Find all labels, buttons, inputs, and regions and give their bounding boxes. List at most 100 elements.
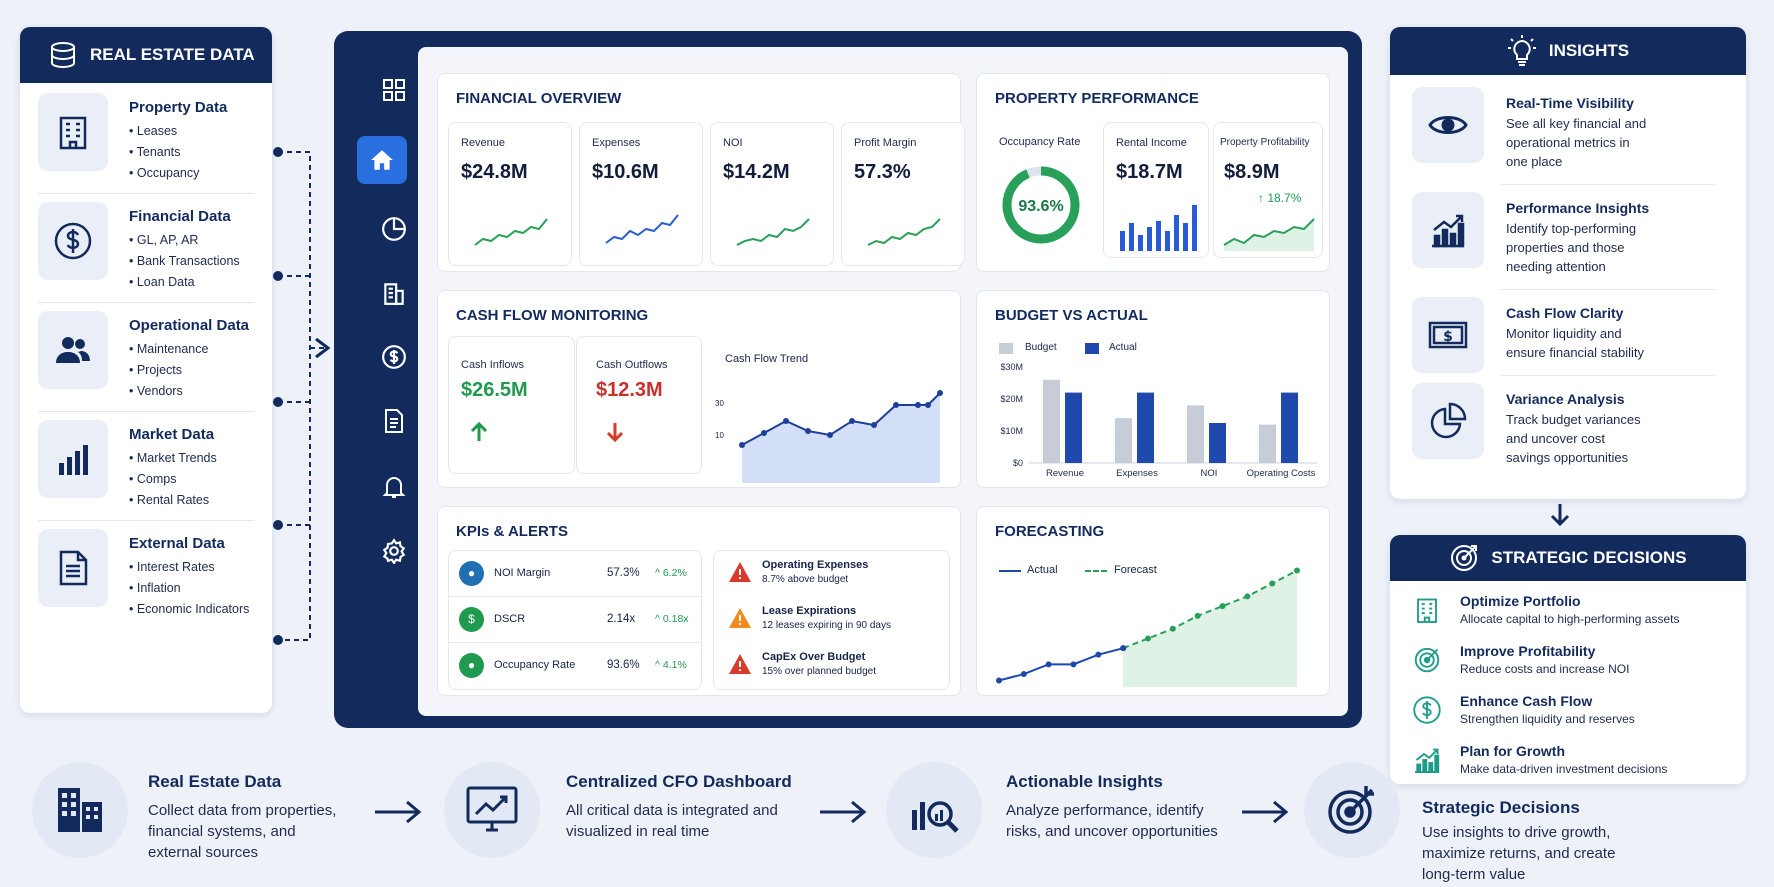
- data-source-group[interactable]: Financial Data • GL, AP, AR • Bank Transac…: [38, 202, 254, 302]
- actual-point: [1020, 671, 1027, 678]
- data-source-group[interactable]: External Data • Interest Rates • Inflation…: [38, 529, 254, 629]
- kpi-label: Revenue: [461, 137, 506, 149]
- group-item: • GL, AP, AR: [129, 233, 199, 247]
- forecast-line: [1122, 569, 1298, 650]
- occupancy-card[interactable]: Occupancy Rate 93.6%: [977, 122, 1092, 268]
- group-title: Financial Data: [129, 208, 231, 225]
- actual-point: [1045, 661, 1052, 668]
- occupancy-value: 93.6%: [1018, 198, 1063, 215]
- kpi-value: 57.3%: [854, 161, 911, 183]
- strategy-title: Improve Profitability: [1460, 643, 1596, 659]
- budget-vs-actual-panel: BUDGET VS ACTUAL Budget Actual $30M $20M $…: [976, 290, 1330, 488]
- panel-title: PROPERTY PERFORMANCE: [995, 90, 1199, 107]
- strategy-desc: Reduce costs and increase NOI: [1460, 662, 1630, 676]
- magnify-chart-icon: [886, 762, 982, 858]
- bell-icon[interactable]: [374, 467, 414, 507]
- divider: [1500, 289, 1715, 290]
- divider: [38, 302, 254, 303]
- panel-title: FORECASTING: [995, 523, 1105, 540]
- grid-icon[interactable]: [374, 70, 414, 110]
- data-source-group[interactable]: Property Data • Leases • Tenants • Occupanc…: [38, 93, 254, 193]
- forecast-point: [1194, 612, 1201, 619]
- profit-value: $8.9M: [1224, 161, 1280, 183]
- home-icon[interactable]: [357, 136, 407, 184]
- flow-desc: external sources: [148, 844, 259, 861]
- insight-title: Performance Insights: [1506, 200, 1650, 216]
- insight-item[interactable]: Performance Insights Identify top-perform…: [1412, 192, 1724, 287]
- data-source-group[interactable]: Operational Data • Maintenance • Projects •…: [38, 311, 254, 411]
- growth-chart-icon: [1412, 192, 1484, 268]
- cash-flow-trend-chart: [739, 390, 943, 483]
- flow-step: Centralized CFO Dashboard All critical da…: [444, 762, 854, 887]
- kpi-row[interactable]: ● NOI Margin 57.3% ^ 6.2%: [449, 551, 701, 597]
- dollar-icon[interactable]: [374, 337, 414, 377]
- document-icon[interactable]: [374, 401, 414, 441]
- rental-income-card[interactable]: Rental Income $18.7M: [1103, 122, 1209, 258]
- forecast-area: [1123, 570, 1297, 687]
- flow-desc: Analyze performance, identify: [1006, 802, 1204, 819]
- real-estate-data-panel: REAL ESTATE DATA Property Data • Leases • …: [20, 27, 272, 713]
- kpi-card[interactable]: Revenue $24.8M: [448, 122, 572, 266]
- kpi-value: $14.2M: [723, 161, 790, 183]
- kpi-row[interactable]: ● Occupancy Rate 93.6% ^ 4.1%: [449, 643, 701, 689]
- insight-item[interactable]: Real-Time Visibility See all key financia…: [1412, 87, 1724, 182]
- rental-bars: [1120, 205, 1197, 251]
- group-item: • Market Trends: [129, 451, 217, 465]
- inflows-value: $26.5M: [461, 379, 528, 401]
- alert-row[interactable]: CapEx Over Budget 15% over planned budge…: [714, 643, 949, 689]
- cash-outflows-card[interactable]: Cash Outflows $12.3M: [576, 336, 702, 474]
- profitability-card[interactable]: Property Profitability $8.9M ↑ 18.7%: [1213, 122, 1323, 258]
- alert-row[interactable]: Lease Expirations 12 leases expiring in …: [714, 597, 949, 643]
- growth-chart-icon: [1412, 745, 1442, 780]
- kpi-list: ● NOI Margin 57.3% ^ 6.2% $ DSCR 2.14x ^…: [448, 550, 702, 690]
- dollar-icon: [1412, 695, 1442, 730]
- kpi-row-label: NOI Margin: [494, 567, 551, 579]
- sparkline: [474, 218, 548, 246]
- kpi-row-icon: ●: [459, 561, 484, 586]
- kpi-card[interactable]: Profit Margin 57.3%: [841, 122, 965, 266]
- budget-bar: [1259, 424, 1276, 463]
- target-icon: [1412, 645, 1442, 680]
- data-source-group[interactable]: Market Data • Market Trends • Comps • Renta…: [38, 420, 254, 520]
- insight-desc: ensure financial stability: [1506, 345, 1645, 360]
- kpis-alerts-panel: KPIs & ALERTS ● NOI Margin 57.3% ^ 6.2% …: [437, 506, 961, 696]
- panel-title: KPIs & ALERTS: [456, 523, 568, 540]
- kpi-row-label: Occupancy Rate: [494, 659, 576, 671]
- kpi-label: NOI: [723, 137, 743, 149]
- strategy-title: Enhance Cash Flow: [1460, 693, 1593, 709]
- forecasting-panel: FORECASTING Actual Forecast: [976, 506, 1330, 696]
- legend-actual-swatch: [1085, 343, 1099, 354]
- panel-header: INSIGHTS: [1390, 27, 1746, 75]
- strategy-item[interactable]: Plan for Growth Make data-driven investm…: [1412, 743, 1732, 787]
- cash-inflows-card[interactable]: Cash Inflows $26.5M: [448, 336, 575, 474]
- gear-icon[interactable]: [374, 531, 414, 571]
- kpi-row[interactable]: $ DSCR 2.14x ^ 0.18x: [449, 597, 701, 643]
- strategy-item[interactable]: Improve Profitability Reduce costs and i…: [1412, 643, 1732, 687]
- category-label: Revenue: [1046, 468, 1084, 479]
- strategy-item[interactable]: Optimize Portfolio Allocate capital to h…: [1412, 593, 1732, 637]
- insight-item[interactable]: $ Cash Flow Clarity Monitor liquidity and…: [1412, 297, 1724, 392]
- divider: [38, 411, 254, 412]
- y-tick-label: $10M: [1000, 426, 1023, 436]
- group-item: • Economic Indicators: [129, 602, 250, 616]
- financial-overview-panel: FINANCIAL OVERVIEW Revenue $24.8M Expens…: [437, 73, 965, 272]
- category-label: Operating Costs: [1247, 468, 1316, 479]
- kpi-row-value: 93.6%: [607, 659, 640, 671]
- strategy-item[interactable]: Enhance Cash Flow Strengthen liquidity a…: [1412, 693, 1732, 737]
- building-icon[interactable]: [374, 273, 414, 313]
- group-item: • Loan Data: [129, 275, 195, 289]
- insight-desc: properties and those: [1506, 240, 1625, 255]
- actual-point: [1070, 661, 1077, 668]
- category-label: NOI: [1201, 468, 1218, 479]
- strategy-desc: Strengthen liquidity and reserves: [1460, 712, 1635, 726]
- pie-chart-icon[interactable]: [374, 209, 414, 249]
- occupancy-label: Occupancy Rate: [999, 136, 1081, 148]
- group-title: Market Data: [129, 426, 215, 443]
- alert-desc: 8.7% above budget: [762, 574, 849, 585]
- kpi-card[interactable]: NOI $14.2M: [710, 122, 834, 266]
- flow-desc: long-term value: [1422, 866, 1526, 883]
- insight-item[interactable]: Variance Analysis Track budget variances a…: [1412, 383, 1724, 478]
- alert-row[interactable]: Operating Expenses 8.7% above budget: [714, 551, 949, 597]
- kpi-card[interactable]: Expenses $10.6M: [579, 122, 703, 266]
- flow-step: Actionable Insights Analyze performance, …: [886, 762, 1296, 887]
